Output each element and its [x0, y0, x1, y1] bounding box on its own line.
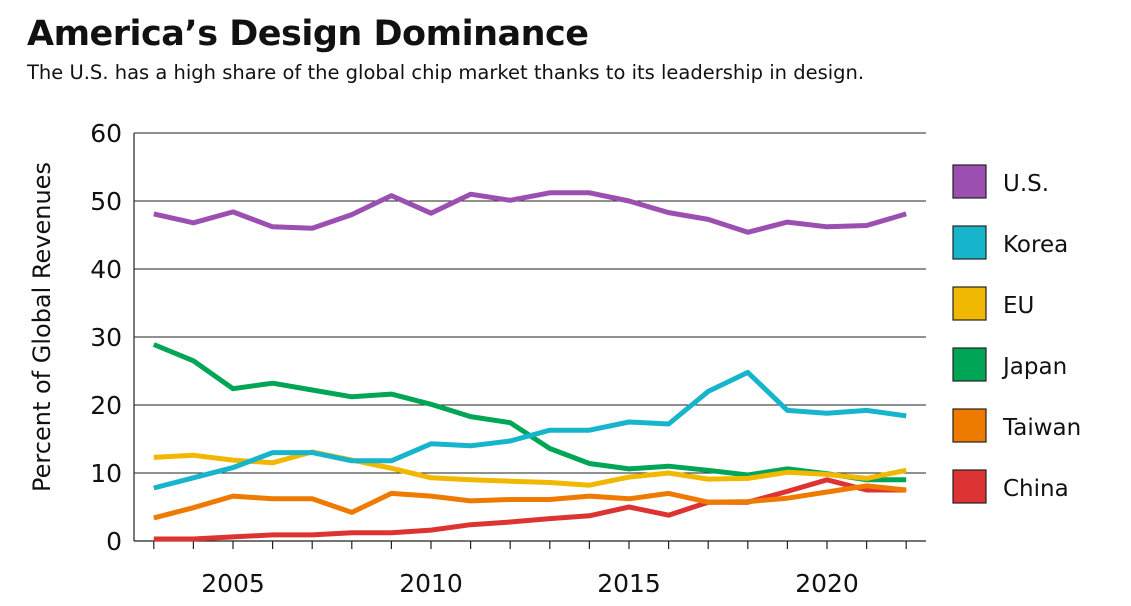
legend-swatch-japan [952, 347, 987, 382]
series-line-korea [153, 369, 907, 491]
y-tick-label: 30 [90, 323, 122, 352]
legend-label-korea: Korea [1003, 232, 1068, 258]
gridlines [134, 132, 926, 474]
legend-swatch-us [952, 164, 987, 199]
series-line-us [153, 190, 907, 235]
legend-label-china: China [1003, 476, 1069, 502]
legend: U.S. Korea EU Japan Taiwan China [952, 164, 1081, 504]
y-tick-label: 20 [90, 391, 122, 420]
legend-label-us: U.S. [1003, 171, 1049, 197]
x-tick-label: 2010 [399, 569, 463, 598]
legend-label-taiwan: Taiwan [1002, 415, 1081, 441]
y-tick-label: 60 [90, 119, 122, 148]
y-tick-label: 50 [90, 187, 122, 216]
axes: 0 10 20 30 40 50 60 2005 2010 2015 2020 [90, 119, 926, 598]
series-line-taiwan [153, 483, 907, 521]
y-tick-label: 0 [106, 527, 122, 556]
legend-swatch-china [952, 469, 987, 504]
chart-title: America’s Design Dominance [27, 14, 589, 54]
x-tick-label: 2015 [597, 569, 661, 598]
y-axis-label: Percent of Global Revenues [28, 162, 56, 492]
legend-swatch-taiwan [952, 408, 987, 443]
series-line-china [153, 477, 907, 542]
legend-swatch-eu [952, 286, 987, 321]
x-tick-label: 2005 [201, 569, 265, 598]
series-lines [152, 190, 907, 542]
x-tick-label: 2020 [795, 569, 859, 598]
legend-label-eu: EU [1003, 293, 1034, 319]
legend-swatch-korea [952, 225, 987, 260]
legend-label-japan: Japan [1001, 354, 1067, 380]
y-tick-label: 40 [90, 255, 122, 284]
series-line-eu [153, 449, 907, 488]
y-tick-label: 10 [90, 459, 122, 488]
chart-subtitle: The U.S. has a high share of the global … [27, 61, 865, 84]
